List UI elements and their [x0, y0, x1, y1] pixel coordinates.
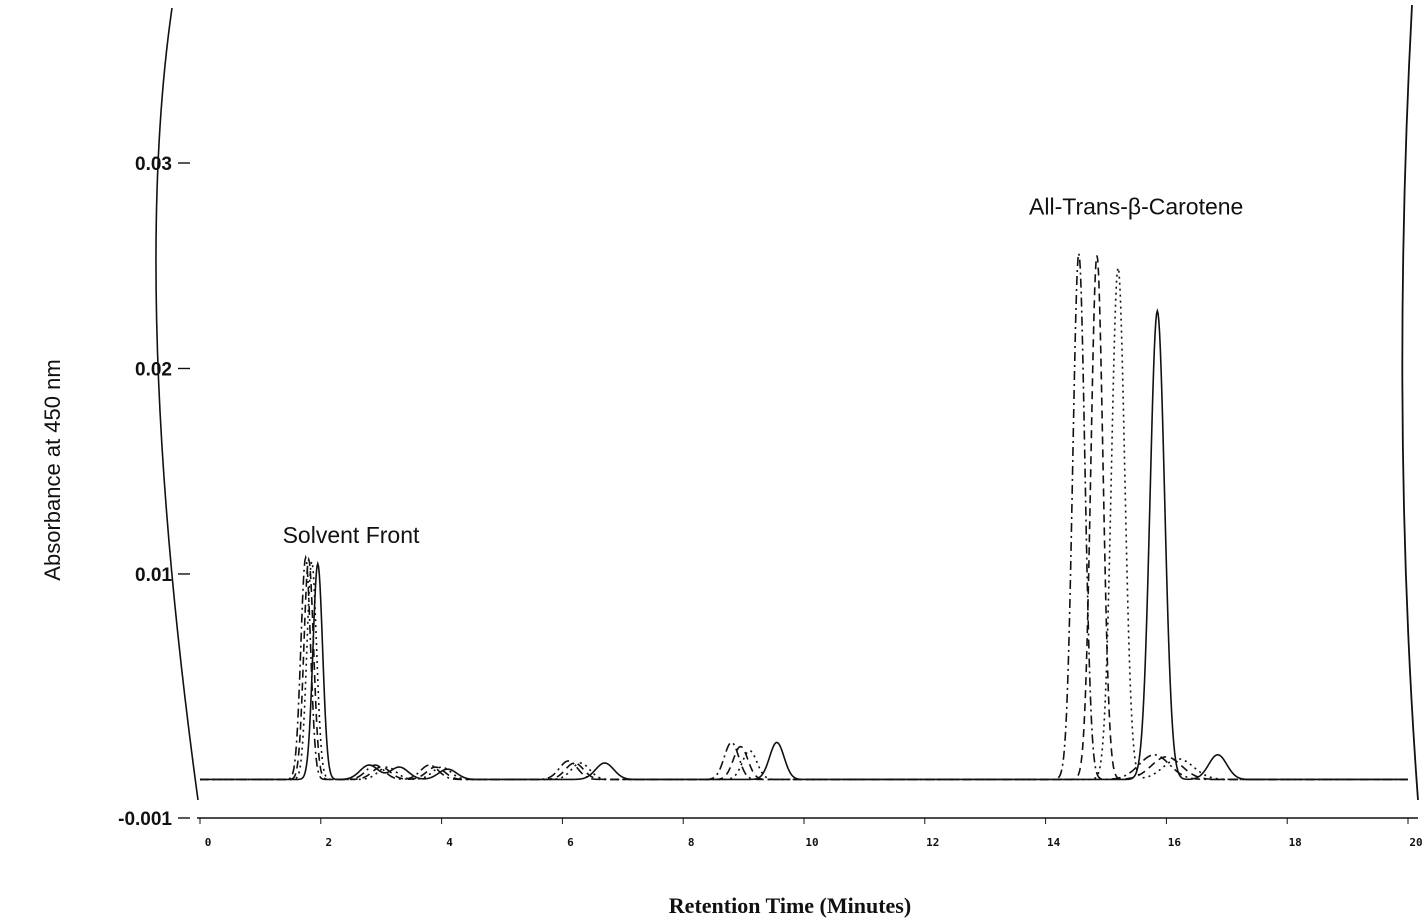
x-tick-label: 10	[805, 836, 818, 849]
x-tick-label: 18	[1289, 836, 1302, 849]
x-tick-label: 16	[1168, 836, 1182, 849]
x-axis-label: Retention Time (Minutes)	[669, 893, 911, 918]
x-tick-label: 14	[1047, 836, 1061, 849]
x-tick-label: 20	[1409, 836, 1422, 849]
y-axis-label: Absorbance at 450 nm	[40, 359, 65, 580]
annotations: Solvent Front All-Trans-β-Carotene	[283, 193, 1244, 548]
x-tick-label: 2	[325, 836, 332, 849]
x-tick-label: 6	[567, 836, 574, 849]
series-line-3-dotted	[200, 267, 1408, 781]
x-tick-label: 4	[446, 836, 453, 849]
y-tick-label: 0.03	[135, 154, 172, 175]
annotation-2: All-Trans-β-Carotene	[1029, 193, 1243, 219]
y-tick-label: 0.02	[135, 359, 172, 380]
x-tick-label: 12	[926, 836, 939, 849]
chromatogram-traces	[200, 253, 1408, 781]
y-axis-ticks: -0.001 0.01 0.02 0.03	[118, 154, 190, 830]
series-line-2-dashed	[200, 255, 1408, 781]
plot-frame	[155, 4, 1419, 819]
annotation-1: Solvent Front	[283, 522, 420, 548]
x-tick-label: 8	[688, 836, 695, 849]
series-line-1-dash-dot	[200, 253, 1408, 781]
x-tick-label: 0	[205, 836, 212, 849]
y-tick-label: 0.01	[135, 565, 172, 586]
right-border-curve	[1401, 4, 1419, 801]
x-axis-ticks: 0 2 4 6 8 10 12 14 16 18 20	[199, 818, 1422, 849]
series-line-4-solid	[200, 308, 1408, 781]
left-border-curve	[155, 7, 199, 801]
y-tick-label: -0.001	[118, 809, 172, 830]
